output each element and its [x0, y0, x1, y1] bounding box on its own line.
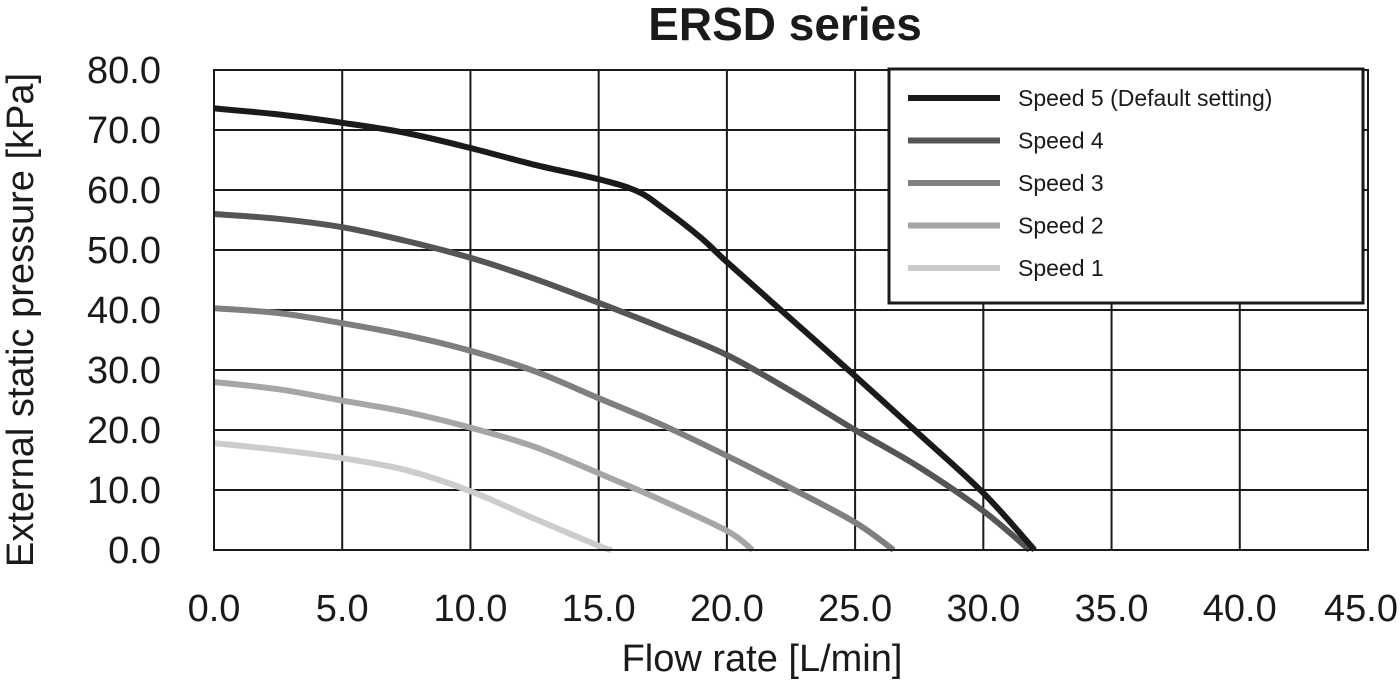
y-tick-labels: 0.0 10.0 20.0 30.0 40.0 50.0 60.0 70.0 80.0: [87, 50, 161, 572]
x-tick-labels: 0.0 5.0 10.0 15.0 20.0 25.0 30.0 35.0 40.0 45.0: [188, 588, 1398, 630]
legend-label: Speed 4: [1018, 128, 1104, 154]
series-line-2: [213, 379, 755, 553]
y-tick-label: 0.0: [108, 530, 161, 572]
y-tick-label: 10.0: [87, 470, 161, 512]
x-tick-label: 10.0: [433, 588, 507, 630]
legend-label: Speed 3: [1018, 170, 1104, 196]
x-tick-label: 40.0: [1203, 588, 1277, 630]
y-tick-label: 70.0: [87, 110, 161, 152]
x-tick-label: 45.0: [1324, 588, 1398, 630]
x-tick-label: 20.0: [690, 588, 764, 630]
x-tick-label: 35.0: [1075, 588, 1149, 630]
plot-frame: [213, 69, 1369, 551]
x-tick-label: 30.0: [946, 588, 1020, 630]
series-line-3: [213, 305, 896, 553]
legend-label: Speed 5 (Default setting): [1018, 85, 1272, 111]
y-tick-label: 50.0: [87, 230, 161, 272]
series-line-4: [213, 211, 1032, 553]
series-line-5: [213, 105, 1037, 553]
x-axis-label: Flow rate [L/min]: [622, 638, 903, 680]
y-tick-label: 80.0: [87, 50, 161, 92]
series-layer: [213, 105, 1037, 553]
y-tick-label: 30.0: [87, 350, 161, 392]
y-tick-label: 20.0: [87, 410, 161, 452]
x-tick-label: 15.0: [562, 588, 636, 630]
chart-title: ERSD series: [648, 0, 922, 50]
y-tick-label: 60.0: [87, 170, 161, 212]
x-tick-label: 5.0: [316, 588, 369, 630]
legend: Speed 5 (Default setting) Speed 4 Speed 3 S…: [887, 67, 1365, 305]
legend-label: Speed 1: [1018, 255, 1104, 281]
series-line-1: [213, 440, 613, 553]
x-tick-label: 0.0: [188, 588, 241, 630]
y-axis-label: External static pressure [kPa]: [0, 73, 42, 567]
legend-label: Speed 2: [1018, 213, 1104, 239]
y-tick-label: 40.0: [87, 290, 161, 332]
x-tick-label: 25.0: [818, 588, 892, 630]
